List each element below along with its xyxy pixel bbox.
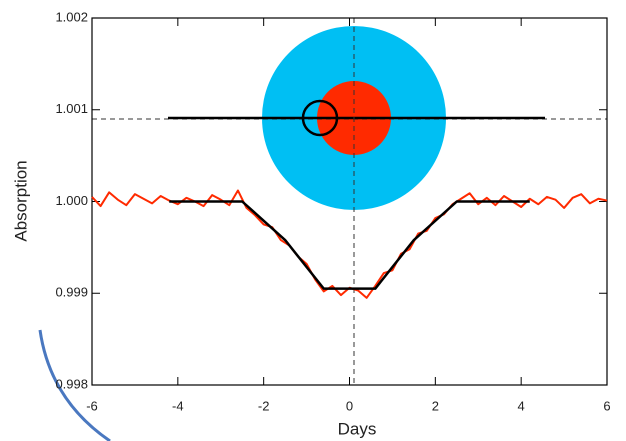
- x-tick-label: 2: [432, 398, 439, 413]
- y-axis-title: Absorption: [11, 160, 30, 241]
- model-line: [169, 200, 530, 290]
- x-tick-label: 4: [518, 398, 525, 413]
- y-tick-label: 1.001: [55, 101, 88, 116]
- star-diagram: [92, 18, 607, 385]
- x-tick-label: -6: [86, 398, 98, 413]
- x-tick-label: 0: [346, 398, 353, 413]
- y-tick-label: 1.002: [55, 9, 88, 24]
- x-axis-title: Days: [338, 419, 377, 438]
- x-tick-label: 6: [603, 398, 610, 413]
- decor-arc: [38, 329, 111, 441]
- y-tick-label: 1.000: [55, 193, 88, 208]
- y-tick-label: 0.999: [55, 285, 88, 300]
- y-tick-label: 0.998: [55, 376, 88, 391]
- x-tick-label: -4: [172, 398, 184, 413]
- planet: [301, 99, 339, 137]
- x-tick-label: -2: [258, 398, 270, 413]
